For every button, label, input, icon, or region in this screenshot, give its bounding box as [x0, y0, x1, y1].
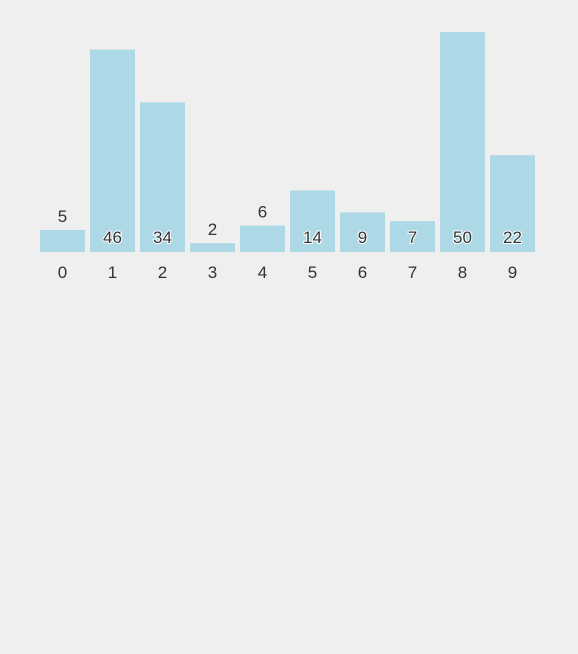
value-label-4: 6 [258, 203, 267, 222]
x-axis-tick-labels: 0 1 2 3 4 5 6 7 8 9 [58, 263, 517, 282]
bar-1 [90, 49, 135, 252]
value-label-9: 22 [503, 228, 522, 247]
value-label-3: 2 [208, 220, 217, 239]
tick-label-3: 3 [208, 263, 217, 282]
bars-group [40, 32, 535, 253]
tick-label-4: 4 [258, 263, 267, 282]
value-label-2: 34 [153, 228, 172, 247]
tick-label-1: 1 [108, 263, 117, 282]
bar-7 [390, 221, 435, 252]
bar-2 [140, 102, 185, 253]
value-label-8: 50 [453, 228, 472, 247]
tick-label-2: 2 [158, 263, 167, 282]
bar-6 [340, 212, 385, 252]
value-label-0: 5 [58, 207, 67, 226]
tick-label-0: 0 [58, 263, 67, 282]
value-label-6: 9 [358, 228, 367, 247]
bar-3 [190, 243, 235, 252]
tick-label-9: 9 [508, 263, 517, 282]
tick-label-6: 6 [358, 263, 367, 282]
value-label-7: 7 [408, 228, 417, 247]
tick-label-7: 7 [408, 263, 417, 282]
tick-label-8: 8 [458, 263, 467, 282]
bar-8 [440, 32, 485, 252]
bar-9 [490, 155, 535, 252]
value-label-5: 14 [303, 228, 322, 247]
bar-4 [240, 225, 285, 252]
value-label-1: 46 [103, 228, 122, 247]
bar-5 [290, 190, 335, 252]
bar-0 [40, 230, 85, 252]
value-labels-group: 5 46 34 2 6 14 9 7 50 22 [58, 203, 523, 248]
tick-label-5: 5 [308, 263, 317, 282]
